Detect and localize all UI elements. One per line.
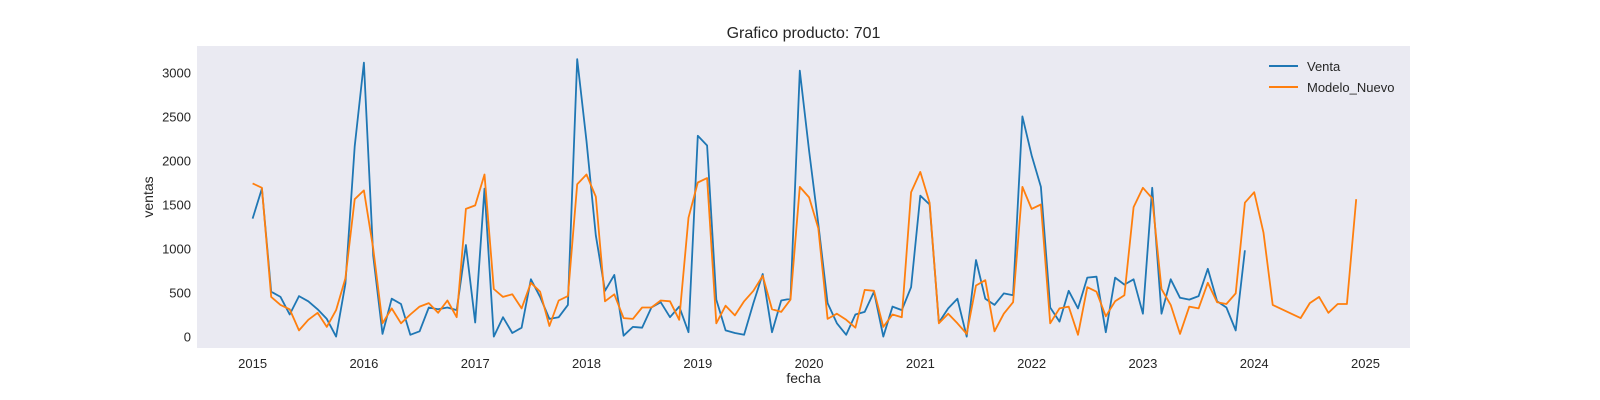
y-axis-ticks: 0 500 1000 1500 2000 2500 3000 xyxy=(162,65,191,344)
series-layer xyxy=(251,58,1358,338)
x-tick-label: 2022 xyxy=(1017,356,1046,371)
legend-label: Modelo_Nuevo xyxy=(1307,80,1394,95)
x-tick-label: 2024 xyxy=(1240,356,1269,371)
x-tick-label: 2021 xyxy=(906,356,935,371)
x-tick-label: 2019 xyxy=(683,356,712,371)
x-axis-label: fecha xyxy=(786,370,820,386)
series-line-venta xyxy=(251,58,1246,338)
y-tick-label: 3000 xyxy=(162,65,191,80)
series-line-modelo_nuevo xyxy=(252,170,1358,336)
legend-label: Venta xyxy=(1307,59,1341,74)
y-tick-label: 1500 xyxy=(162,197,191,212)
x-tick-label: 2015 xyxy=(238,356,267,371)
y-tick-label: 2000 xyxy=(162,153,191,168)
y-tick-label: 1000 xyxy=(162,242,191,257)
x-tick-label: 2023 xyxy=(1128,356,1157,371)
x-tick-label: 2016 xyxy=(349,356,378,371)
x-tick-label: 2018 xyxy=(572,356,601,371)
x-tick-label: 2020 xyxy=(795,356,824,371)
y-axis-label: ventas xyxy=(140,176,156,217)
y-tick-label: 2500 xyxy=(162,109,191,124)
legend: Venta Modelo_Nuevo xyxy=(1269,59,1394,95)
x-tick-label: 2025 xyxy=(1351,356,1380,371)
y-tick-label: 0 xyxy=(184,330,191,345)
chart-title: Grafico producto: 701 xyxy=(727,25,881,42)
x-tick-label: 2017 xyxy=(461,356,490,371)
x-axis-ticks: 2015 2016 2017 2018 2019 2020 2021 2022 2023 2024… xyxy=(238,356,1380,371)
y-tick-label: 500 xyxy=(169,286,191,301)
